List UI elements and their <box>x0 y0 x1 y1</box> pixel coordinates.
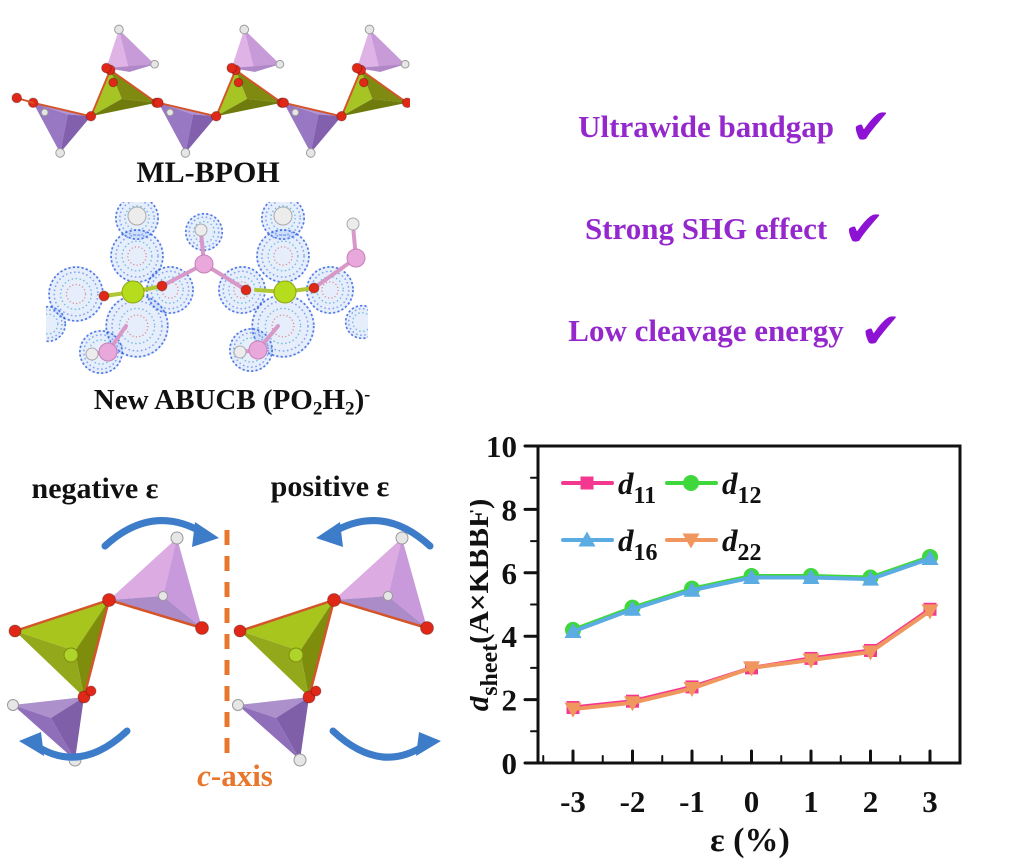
feature-list: Ultrawide bandgap ✔ Strong SHG effect ✔ … <box>500 98 970 360</box>
checkmark-icon: ✔ <box>859 302 902 360</box>
legend-item-d22: d22 <box>665 523 762 566</box>
feature-label: Strong SHG effect <box>584 211 828 246</box>
checkmark-icon: ✔ <box>849 98 892 156</box>
rotation-arrow-icon <box>101 517 219 550</box>
feature-label: Ultrawide bandgap <box>578 109 834 144</box>
tetrahedra-cluster <box>232 531 434 767</box>
strain-rotation-illustration <box>7 517 441 767</box>
electron-density-illustration <box>46 202 368 374</box>
rotation-arrow-icon <box>329 727 441 761</box>
feature-row-bandgap: Ultrawide bandgap ✔ <box>500 98 970 156</box>
x-tick-label: -1 <box>679 784 705 819</box>
y-tick-label: 10 <box>486 429 517 464</box>
legend-item-d11: d11 <box>561 466 656 509</box>
x-tick-label: 3 <box>922 784 938 819</box>
feature-row-cleavage: Low cleavage energy ✔ <box>500 302 970 360</box>
legend-item-d16: d16 <box>561 523 658 566</box>
svg-text:d12: d12 <box>722 466 762 509</box>
y-tick-label: 0 <box>502 746 518 781</box>
y-tick-label: 8 <box>502 492 518 527</box>
tetrahedra-cluster <box>7 531 209 767</box>
electron-cloud <box>110 229 164 283</box>
electron-cloud <box>146 266 194 314</box>
tetrahedra-unit <box>153 24 288 158</box>
x-tick-label: 2 <box>863 784 879 819</box>
legend-item-d12: d12 <box>665 466 762 509</box>
positive-strain-label: positive ε <box>270 470 390 503</box>
electron-cloud <box>105 294 169 358</box>
x-axis-title: ε (%) <box>710 822 790 859</box>
x-tick-label: 0 <box>744 784 760 819</box>
abucb-label: New ABUCB (PO2H2)- <box>93 384 371 420</box>
tetrahedra-unit <box>27 24 162 158</box>
ml-bpoh-label: ML-BPOH <box>136 156 280 189</box>
series-d22 <box>564 604 939 718</box>
c-axis-label: c-axis <box>197 758 273 793</box>
x-tick-label: -3 <box>560 784 586 819</box>
svg-text:d11: d11 <box>618 466 656 509</box>
checkmark-icon: ✔ <box>843 200 886 258</box>
y-tick-label: 4 <box>502 619 518 654</box>
series-d11 <box>566 602 937 715</box>
electron-cloud <box>306 266 354 314</box>
feature-row-shg: Strong SHG effect ✔ <box>500 200 970 258</box>
electron-cloud <box>344 304 368 340</box>
rotation-arrow-icon <box>316 517 434 550</box>
y-tick-label: 2 <box>502 683 518 718</box>
svg-text:d22: d22 <box>722 523 762 566</box>
feature-label: Low cleavage energy <box>568 313 844 348</box>
y-axis-title: dsheet(Å×KBBF) <box>470 499 503 712</box>
negative-strain-label: negative ε <box>31 472 159 505</box>
shg-coefficients-chart: 0 2 4 6 8 10 -3 -2 -1 0 1 2 3 ε (%) dsheet(Å×KBBF) d11 d… <box>470 429 962 859</box>
electron-cloud <box>46 305 67 343</box>
series-d16 <box>564 550 939 638</box>
tetrahedra-unit <box>278 24 410 158</box>
svg-text:d16: d16 <box>618 523 658 566</box>
electron-cloud <box>256 229 310 283</box>
rotation-arrow-icon <box>19 727 131 761</box>
x-tick-label: -2 <box>620 784 646 819</box>
x-tick-label: 1 <box>803 784 819 819</box>
ml-bpoh-structure-illustration <box>11 24 410 158</box>
y-tick-label: 6 <box>502 556 518 591</box>
